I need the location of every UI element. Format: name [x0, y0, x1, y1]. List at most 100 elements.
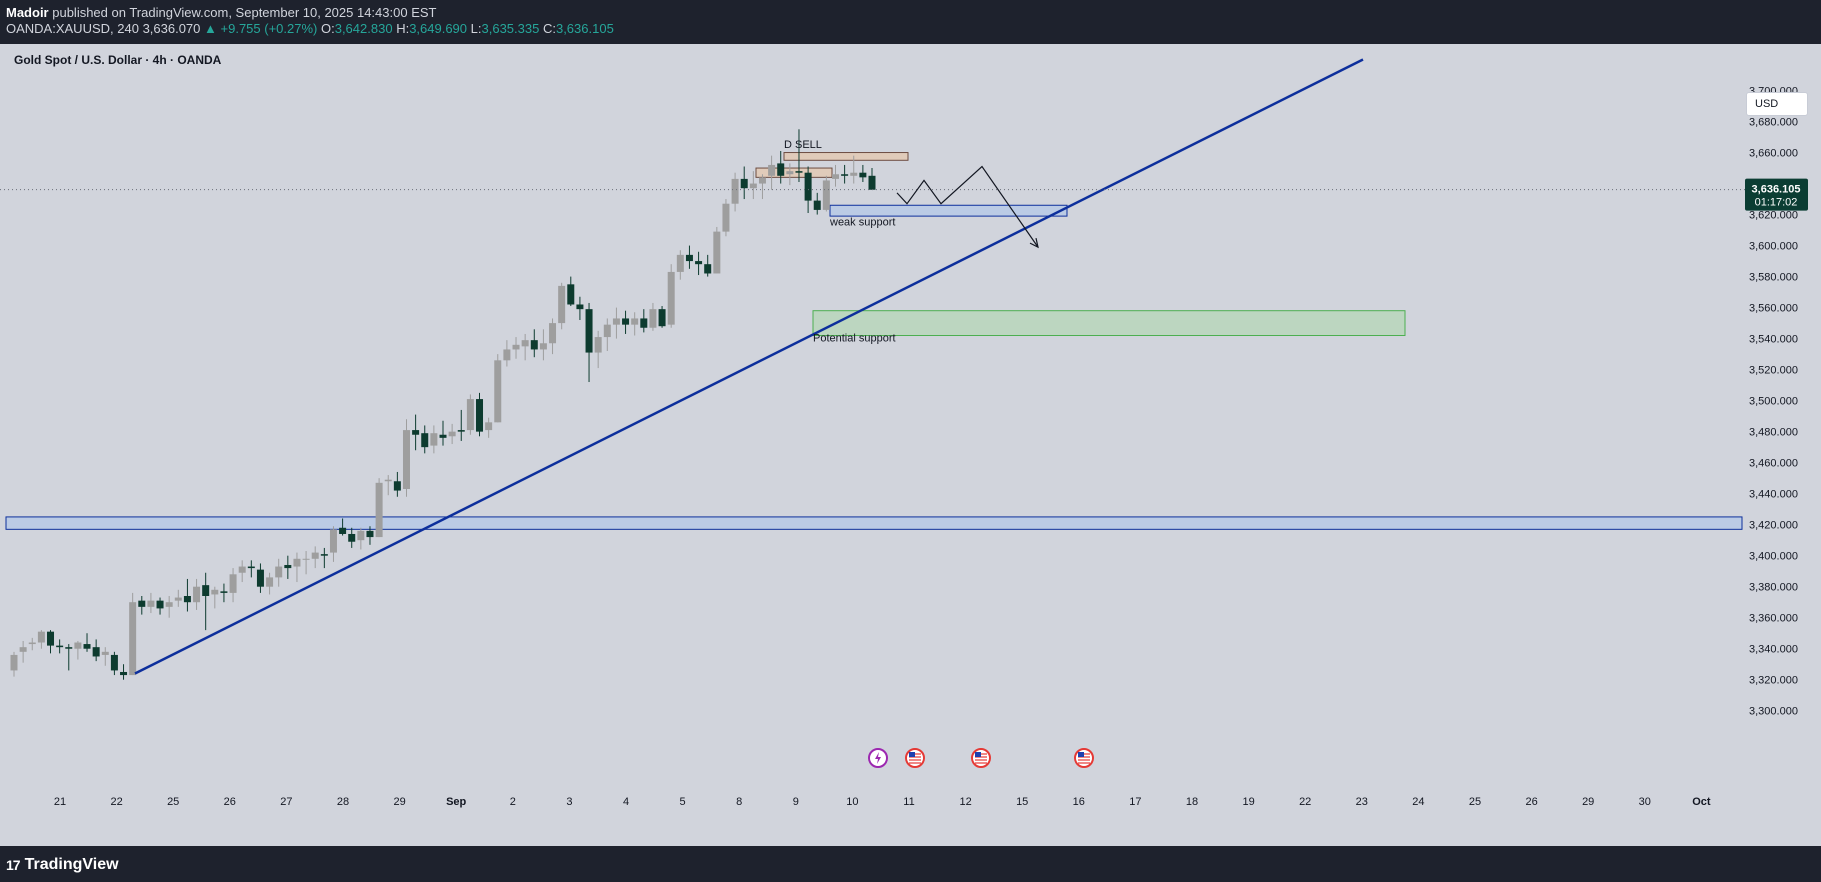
candle-body[interactable]: [695, 261, 703, 265]
potential-support-zone[interactable]: [812, 310, 1406, 337]
candle-body[interactable]: [393, 481, 401, 491]
candle-body[interactable]: [704, 264, 712, 274]
calendar-lightning-icon[interactable]: [868, 748, 888, 768]
candle-body[interactable]: [503, 349, 511, 361]
candle-body[interactable]: [813, 200, 821, 210]
candle-body[interactable]: [402, 430, 410, 490]
candle-body[interactable]: [220, 591, 228, 593]
candle-body[interactable]: [37, 631, 45, 643]
candle-body[interactable]: [485, 422, 493, 431]
candle-body[interactable]: [28, 642, 36, 645]
author-name[interactable]: Madoir: [6, 5, 49, 20]
candle-body[interactable]: [129, 602, 137, 676]
candle-body[interactable]: [229, 574, 237, 593]
candle-body[interactable]: [357, 530, 365, 541]
weak-support-zone[interactable]: [829, 204, 1068, 217]
candle-body[interactable]: [558, 285, 566, 324]
candle-body[interactable]: [822, 180, 830, 210]
candle-body[interactable]: [804, 172, 812, 201]
candle-body[interactable]: [594, 337, 602, 353]
candle-body[interactable]: [110, 654, 118, 671]
candle-body[interactable]: [622, 318, 630, 325]
candle-body[interactable]: [539, 343, 547, 350]
candle-body[interactable]: [238, 566, 246, 573]
candle-body[interactable]: [165, 602, 173, 607]
candle-body[interactable]: [320, 554, 328, 556]
candle-body[interactable]: [138, 600, 146, 607]
candle-body[interactable]: [439, 434, 447, 438]
candle-body[interactable]: [612, 318, 620, 325]
candle-body[interactable]: [302, 558, 310, 560]
candle-body[interactable]: [740, 178, 748, 189]
candle-body[interactable]: [375, 482, 383, 538]
candle-body[interactable]: [713, 231, 721, 274]
candle-body[interactable]: [266, 577, 274, 587]
candle-body[interactable]: [329, 529, 337, 553]
chart-area[interactable]: D SELL weak support Potential support 3,30…: [0, 44, 1821, 846]
trendline[interactable]: [134, 58, 1364, 675]
candle-body[interactable]: [466, 399, 474, 431]
candle-body[interactable]: [658, 309, 666, 327]
candle-body[interactable]: [92, 647, 100, 657]
candle-body[interactable]: [83, 644, 91, 649]
candle-body[interactable]: [412, 430, 420, 435]
candle-body[interactable]: [567, 284, 575, 305]
candle-body[interactable]: [311, 552, 319, 559]
candle-body[interactable]: [667, 271, 675, 325]
candle-body[interactable]: [293, 558, 301, 567]
us-flag-icon[interactable]: [1074, 748, 1094, 768]
candle-body[interactable]: [147, 600, 155, 607]
candle-body[interactable]: [65, 647, 73, 649]
candle-body[interactable]: [211, 589, 219, 595]
candle-body[interactable]: [831, 174, 839, 179]
candle-body[interactable]: [174, 597, 182, 601]
price-scale-area[interactable]: [1745, 44, 1821, 846]
candle-body[interactable]: [256, 569, 264, 587]
candle-body[interactable]: [631, 318, 639, 325]
candle-body[interactable]: [777, 163, 785, 176]
chart-svg[interactable]: D SELL weak support Potential support 3,30…: [0, 44, 1821, 846]
candle-body[interactable]: [476, 399, 484, 432]
candle-body[interactable]: [47, 631, 55, 646]
candle-body[interactable]: [722, 203, 730, 232]
candle-body[interactable]: [384, 479, 392, 482]
candle-body[interactable]: [640, 318, 648, 328]
candle-body[interactable]: [183, 596, 191, 603]
support-zone-3420[interactable]: [5, 516, 1743, 530]
candle-body[interactable]: [795, 171, 803, 173]
sell-zone-upper[interactable]: [783, 152, 909, 161]
candle-body[interactable]: [868, 175, 876, 190]
candle-body[interactable]: [156, 600, 164, 609]
candle-body[interactable]: [749, 183, 757, 189]
candle-body[interactable]: [685, 254, 693, 262]
candle-body[interactable]: [512, 344, 520, 350]
candle-body[interactable]: [676, 254, 684, 272]
candle-body[interactable]: [731, 178, 739, 204]
candle-body[interactable]: [284, 564, 292, 569]
candle-body[interactable]: [101, 651, 109, 655]
currency-button[interactable]: USD: [1746, 92, 1808, 116]
us-flag-icon[interactable]: [971, 748, 991, 768]
candle-body[interactable]: [421, 433, 429, 448]
candle-body[interactable]: [339, 527, 347, 534]
candle-body[interactable]: [549, 323, 557, 344]
candle-body[interactable]: [202, 585, 210, 596]
candle-body[interactable]: [19, 647, 27, 652]
candle-body[interactable]: [275, 566, 283, 578]
candle-body[interactable]: [74, 642, 82, 649]
candle-body[interactable]: [193, 586, 201, 603]
projection-path[interactable]: [896, 165, 1039, 248]
candle-body[interactable]: [576, 304, 584, 310]
candle-body[interactable]: [758, 177, 766, 184]
candle-body[interactable]: [768, 164, 776, 176]
candle-body[interactable]: [850, 172, 858, 176]
candle-body[interactable]: [56, 645, 64, 648]
candle-body[interactable]: [448, 431, 456, 437]
candle-body[interactable]: [430, 433, 438, 446]
candle-body[interactable]: [10, 654, 18, 671]
candle-body[interactable]: [603, 324, 611, 338]
us-flag-icon[interactable]: [905, 748, 925, 768]
tradingview-logo[interactable]: 17 TradingView: [6, 856, 119, 874]
candle-body[interactable]: [494, 360, 502, 423]
candle-body[interactable]: [530, 340, 538, 350]
